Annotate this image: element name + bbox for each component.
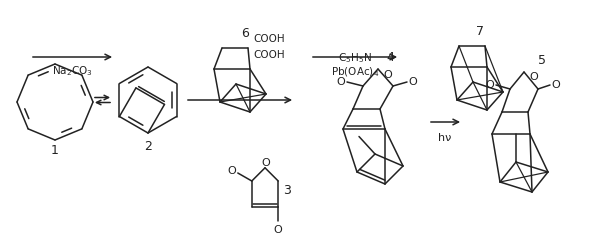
Text: C$_5$H$_5$N: C$_5$H$_5$N [338, 51, 372, 65]
Text: COOH: COOH [253, 50, 284, 60]
Text: 1: 1 [51, 144, 59, 157]
Text: O: O [337, 77, 346, 87]
Text: 6: 6 [241, 26, 249, 39]
Text: hν: hν [439, 133, 452, 142]
Text: O: O [485, 80, 494, 90]
Text: 2: 2 [144, 140, 152, 153]
Text: Pb(OAc)$_4$: Pb(OAc)$_4$ [331, 65, 379, 78]
Text: O: O [274, 225, 283, 234]
Text: O: O [262, 158, 271, 168]
Text: 3: 3 [283, 183, 291, 197]
Text: 5: 5 [538, 53, 546, 66]
Text: 7: 7 [476, 24, 484, 37]
Text: 4: 4 [386, 50, 394, 63]
Text: O: O [551, 80, 560, 90]
Text: O: O [227, 165, 236, 175]
Text: COOH: COOH [253, 34, 284, 44]
Text: O: O [383, 70, 392, 80]
Text: Na$_2$CO$_3$: Na$_2$CO$_3$ [52, 64, 92, 78]
Text: O: O [409, 77, 418, 87]
Text: O: O [530, 72, 538, 82]
